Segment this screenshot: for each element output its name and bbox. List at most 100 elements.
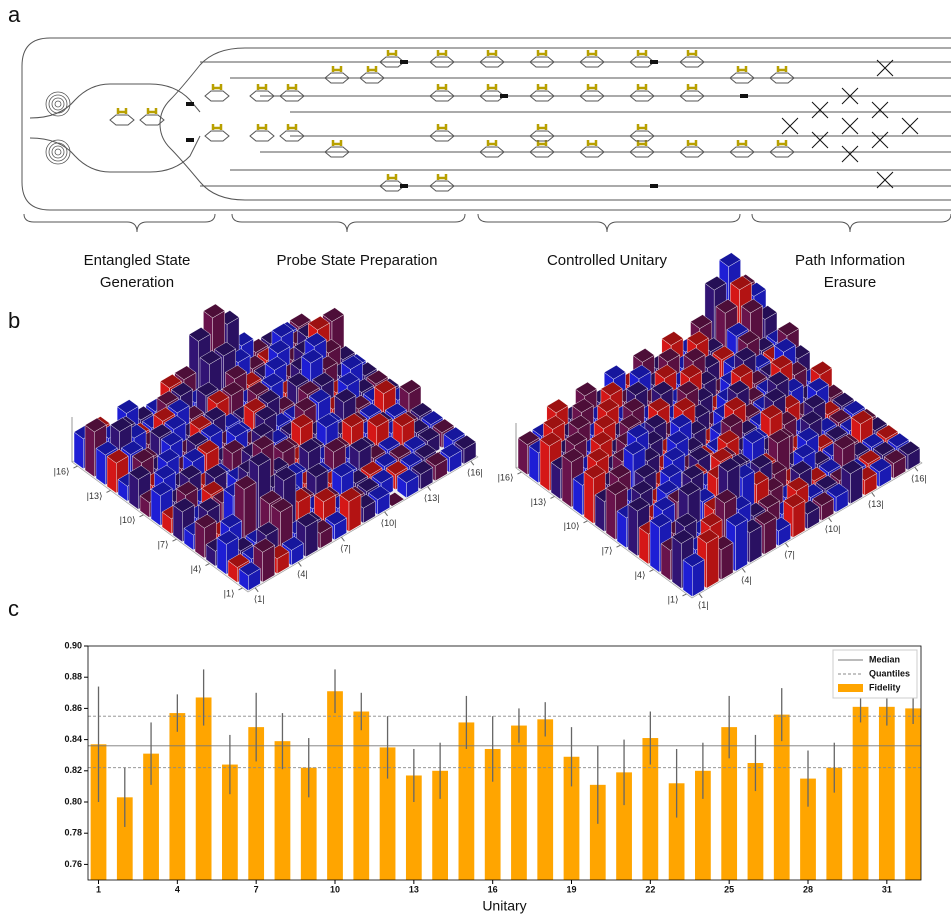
heater (438, 50, 446, 56)
tick-mark (428, 487, 431, 491)
col-tick-label: ⟨13| (868, 499, 884, 509)
heater (213, 124, 221, 130)
col-tick-label: ⟨16| (467, 468, 483, 478)
heater (333, 66, 341, 72)
row-tick-label: |1⟩ (668, 594, 679, 604)
mzi (250, 131, 274, 141)
heater (333, 140, 341, 146)
x-tick-label: 13 (409, 884, 419, 894)
phase-block (500, 94, 508, 98)
row-tick-label: |4⟩ (191, 564, 202, 574)
panel-label: b (8, 308, 20, 333)
tick-mark (518, 472, 522, 474)
tick-mark (140, 515, 144, 517)
figure: a b c Entangled StateGenerationProbe Sta… (0, 0, 951, 920)
col-tick-label: ⟨16| (911, 474, 927, 484)
x-tick-label: 19 (567, 884, 577, 894)
bar-face (672, 537, 681, 589)
y-tick-label: 0.86 (64, 703, 82, 713)
y-tick-label: 0.82 (64, 765, 82, 775)
bar (353, 712, 369, 880)
section-label: Path Information (795, 252, 905, 269)
bar3d-chart: |1⟩|4⟩|7⟩|10⟩|13⟩|16⟩⟨1|⟨4|⟨7|⟨10|⟨13|⟨1… (54, 304, 483, 604)
bar-face (562, 455, 571, 507)
tick-mark (385, 512, 388, 516)
tick-mark (915, 467, 918, 471)
row-tick-label: |16⟩ (54, 466, 70, 476)
bar (853, 707, 869, 880)
phase-block (186, 138, 194, 142)
x-tick-label: 4 (175, 884, 180, 894)
tick-mark (699, 594, 702, 598)
x-tick-label: 1 (96, 884, 101, 894)
spiral-sources (46, 92, 70, 164)
section-label: Entangled State (84, 252, 191, 269)
phase-block (186, 102, 194, 106)
x-tick-label: 7 (254, 884, 259, 894)
heater (388, 174, 396, 180)
tick-mark (829, 518, 832, 522)
chip-outline (22, 38, 951, 210)
legend-label: Fidelity (869, 682, 901, 692)
bar (169, 713, 185, 880)
x-axis-label: Unitary (482, 898, 526, 914)
y-tick-label: 0.78 (64, 828, 82, 838)
bar (879, 707, 895, 880)
tick-mark (872, 493, 875, 497)
tick-mark (173, 539, 177, 541)
bar-face (584, 472, 593, 524)
tick-mark (617, 545, 621, 547)
heater (368, 66, 376, 72)
heater (638, 50, 646, 56)
inner-outline (160, 48, 951, 200)
heater (488, 50, 496, 56)
heater (118, 108, 126, 114)
bar-face (707, 536, 719, 588)
col-tick-label: ⟨1| (254, 594, 265, 604)
row-tick-label: |10⟩ (564, 521, 580, 531)
heater (438, 84, 446, 90)
tick-mark (650, 570, 654, 572)
heater (638, 84, 646, 90)
crossing (902, 118, 918, 134)
crossing (842, 118, 858, 134)
phase-block (400, 60, 408, 64)
row-tick-label: |13⟩ (87, 491, 103, 501)
x-tick-label: 22 (645, 884, 655, 894)
heater (588, 50, 596, 56)
col-tick-label: ⟨4| (297, 569, 308, 579)
x-tick-label: 31 (882, 884, 892, 894)
heater (588, 140, 596, 146)
row-tick-label: |10⟩ (120, 515, 136, 525)
y-tick-label: 0.88 (64, 672, 82, 682)
tick-mark (298, 562, 301, 566)
col-tick-label: ⟨7| (340, 544, 351, 554)
plot-frame (88, 646, 921, 880)
section-label: Controlled Unitary (547, 252, 668, 269)
bar-face (606, 488, 615, 540)
bar-face (628, 504, 637, 556)
heater (738, 140, 746, 146)
col-tick-label: ⟨10| (825, 524, 841, 534)
bar-face (735, 519, 747, 571)
col-tick-label: ⟨10| (381, 518, 397, 528)
heater (538, 50, 546, 56)
bar-face (650, 520, 659, 572)
tick-mark (74, 466, 78, 468)
tick-mark (471, 461, 474, 465)
tick-mark (341, 537, 344, 541)
section-label: Erasure (824, 274, 877, 291)
x-tick-label: 28 (803, 884, 813, 894)
section-label: Generation (100, 274, 174, 291)
tick-mark (107, 490, 111, 492)
bar (537, 719, 553, 880)
mzi (205, 91, 229, 101)
phase-block (650, 60, 658, 64)
crossing (842, 146, 858, 162)
panel-label: a (8, 2, 21, 27)
row-tick-label: |1⟩ (224, 588, 235, 598)
tick-mark (551, 496, 555, 498)
heater (688, 140, 696, 146)
heater (688, 84, 696, 90)
